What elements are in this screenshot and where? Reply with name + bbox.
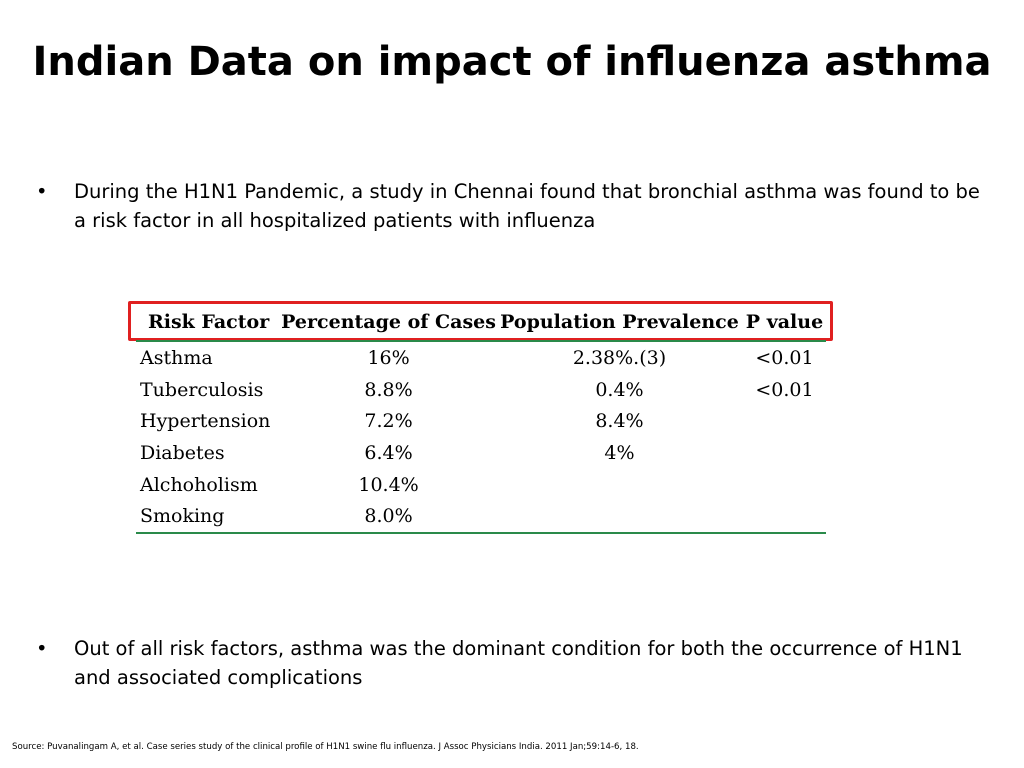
table-cell [742,500,826,535]
table-row: Diabetes 6.4% 4% [136,437,826,469]
table-cell: 6.4% [364,441,413,464]
column-header: Percentage of Cases [281,304,496,342]
table-cell: 8.8% [364,378,413,401]
table-cell: 10.4% [358,473,419,496]
table-cell [496,469,743,501]
bullet-item: • Out of all risk factors, asthma was th… [36,634,986,692]
slide-title: Indian Data on impact of influenza asthm… [32,39,992,85]
table-cell: 8.4% [595,410,644,433]
table-row: Hypertension 7.2% 8.4% [136,405,826,437]
table-cell: <0.01 [755,346,814,369]
column-header: P value [742,304,826,342]
table-cell: 4% [604,441,635,464]
bullet-text: During the H1N1 Pandemic, a study in Che… [74,180,980,232]
table-row: Alchoholism 10.4% [136,469,826,501]
table-cell: 0.4% [595,378,644,401]
table-row: Smoking 8.0% [136,500,826,535]
bullet-dot-icon: • [36,637,48,660]
table-cell [743,405,826,437]
source-citation: Source: Puvanalingam A, et al. Case seri… [12,742,639,752]
table-cell: 2.38%.(3) [572,346,667,369]
risk-table: Risk Factor Percentage of Cases Populati… [136,304,826,535]
table-cell: Asthma [140,346,213,369]
table-header-row: Risk Factor Percentage of Cases Populati… [136,304,826,342]
table-cell: 16% [367,346,410,369]
bullet-text: Out of all risk factors, asthma was the … [74,637,963,689]
column-header: Population Prevalence [495,304,743,342]
table-cell: <0.01 [755,378,814,401]
table-cell [743,469,826,501]
table-cell: Tuberculosis [140,378,264,401]
table-cell: Alchoholism [140,473,258,496]
bullet-item: • During the H1N1 Pandemic, a study in C… [36,177,986,235]
table-cell: Diabetes [140,441,225,464]
column-header: Risk Factor [136,304,282,342]
table-cell: 7.2% [364,410,413,433]
table-cell: Smoking [136,500,282,535]
table-cell [495,500,743,535]
risk-factor-table: Risk Factor Percentage of Cases Populati… [128,301,833,537]
table-row: Tuberculosis 8.8% 0.4% <0.01 [136,374,826,406]
table-cell: Hypertension [140,410,271,433]
table-row: Asthma 16% 2.38%.(3) <0.01 [136,341,826,374]
table-cell: 8.0% [281,500,496,535]
table-cell [743,437,826,469]
bullet-dot-icon: • [36,180,48,203]
